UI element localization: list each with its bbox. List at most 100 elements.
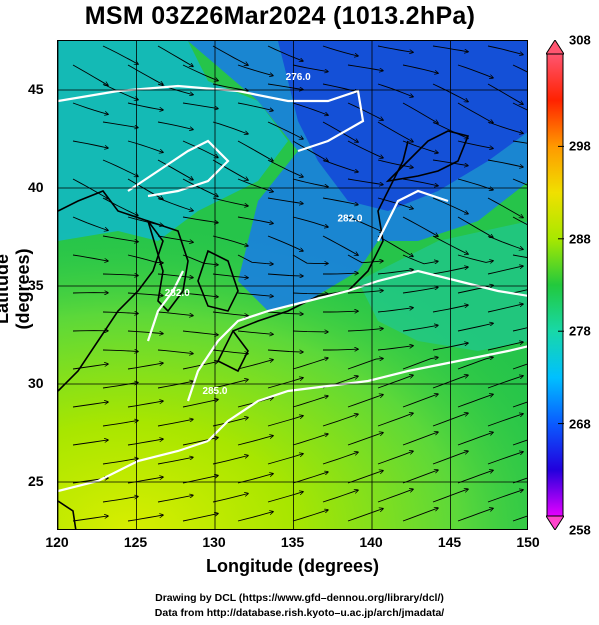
streamline xyxy=(72,402,108,408)
cold-region-north-core xyxy=(278,41,527,211)
streamline xyxy=(212,45,248,65)
streamline xyxy=(377,451,413,465)
streamline xyxy=(157,121,193,130)
streamline xyxy=(292,64,328,72)
streamline xyxy=(322,159,358,172)
streamline xyxy=(487,159,523,167)
streamline xyxy=(487,235,523,249)
x-tick-label: 140 xyxy=(359,534,383,550)
streamline xyxy=(377,45,413,52)
streamline xyxy=(212,235,248,246)
streamline xyxy=(127,439,163,446)
streamline xyxy=(402,64,438,73)
streamline xyxy=(102,83,138,100)
streamline xyxy=(377,413,413,427)
streamline xyxy=(212,311,248,316)
streamline xyxy=(102,274,138,276)
streamline xyxy=(322,45,358,56)
streamline xyxy=(457,254,493,262)
colorbar-tick-label: 288 xyxy=(569,231,591,247)
streamline xyxy=(377,375,413,389)
streamline xyxy=(347,291,383,294)
x-tick-label: 120 xyxy=(45,534,69,550)
streamline xyxy=(102,312,138,314)
y-tick-label: 45 xyxy=(28,81,44,97)
streamline xyxy=(182,254,218,265)
colorbar-tick-label: 278 xyxy=(569,323,591,339)
streamline xyxy=(157,495,193,503)
streamline xyxy=(402,178,438,186)
streamline xyxy=(102,121,138,128)
streamline xyxy=(182,330,218,335)
streamline xyxy=(347,102,383,120)
streamline xyxy=(102,421,138,427)
streamline xyxy=(322,83,358,92)
streamline xyxy=(347,216,383,232)
streamline xyxy=(292,331,328,332)
streamline xyxy=(457,394,493,408)
streamline xyxy=(212,349,248,354)
streamline xyxy=(347,433,383,446)
contour-label: 276.0 xyxy=(286,72,311,83)
streamline xyxy=(377,197,413,209)
streamline xyxy=(402,254,438,265)
streamline xyxy=(487,266,523,275)
x-tick-label: 150 xyxy=(516,534,540,550)
streamline xyxy=(72,254,108,261)
streamline xyxy=(457,64,493,78)
streamline xyxy=(267,197,303,204)
streamline xyxy=(267,273,303,276)
streamline xyxy=(292,358,328,370)
colorbar-tick-label: 268 xyxy=(569,416,591,432)
streamline xyxy=(157,159,193,180)
streamline xyxy=(377,308,413,313)
streamline xyxy=(212,456,248,465)
streamline xyxy=(267,416,303,427)
streamline xyxy=(102,497,138,503)
streamline xyxy=(457,140,493,148)
streamline xyxy=(512,439,527,446)
streamline xyxy=(512,254,527,258)
streamline xyxy=(457,285,493,294)
streamline xyxy=(292,434,328,446)
x-tick-label: 125 xyxy=(123,534,148,550)
streamline xyxy=(127,140,163,152)
streamline xyxy=(347,178,383,185)
streamline xyxy=(322,452,358,465)
streamline xyxy=(323,349,358,350)
streamline xyxy=(292,216,328,227)
streamline xyxy=(322,414,358,427)
streamline xyxy=(377,489,413,503)
colorbar-gradient xyxy=(546,53,564,517)
streamline xyxy=(322,235,358,255)
streamline xyxy=(237,178,273,192)
streamline xyxy=(267,349,303,352)
streamline xyxy=(512,289,527,294)
streamline xyxy=(487,452,523,465)
streamline xyxy=(292,178,328,187)
streamline xyxy=(347,509,383,522)
streamline xyxy=(377,346,413,351)
wind-streamlines xyxy=(72,45,527,522)
streamline xyxy=(182,292,218,297)
credit-data-source: Data from http://database.rish.kyoto–u.a… xyxy=(154,607,445,619)
streamline xyxy=(457,432,493,446)
streamline xyxy=(323,273,358,274)
colorbar xyxy=(546,40,564,530)
streamline xyxy=(487,304,523,313)
streamline xyxy=(512,64,527,73)
streamline xyxy=(402,287,438,294)
streamline xyxy=(72,102,108,114)
streamline xyxy=(267,83,303,90)
streamline xyxy=(157,197,193,211)
streamline xyxy=(267,121,303,139)
streamline xyxy=(512,515,527,522)
streamline xyxy=(237,474,273,484)
contour-label: 282.0 xyxy=(165,288,190,299)
streamline xyxy=(157,349,193,354)
streamline xyxy=(487,490,523,503)
credit-drawing: Drawing by DCL (https://www.gfd–dennou.o… xyxy=(155,592,444,604)
streamline xyxy=(237,254,273,264)
streamline xyxy=(237,140,273,161)
streamline xyxy=(127,363,163,370)
